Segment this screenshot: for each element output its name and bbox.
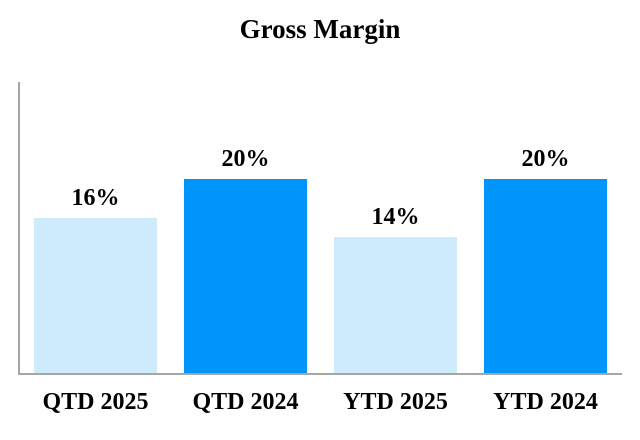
value-label-ytd-2025: 14% bbox=[371, 204, 420, 230]
x-axis-line bbox=[18, 373, 622, 375]
category-label-ytd-2025: YTD 2025 bbox=[343, 389, 448, 415]
bar-qtd-2024 bbox=[184, 179, 307, 373]
chart-title: Gross Margin bbox=[239, 14, 401, 44]
value-label-qtd-2025: 16% bbox=[71, 185, 120, 211]
y-axis-line bbox=[18, 82, 20, 375]
category-label-ytd-2024: YTD 2024 bbox=[493, 389, 598, 415]
category-label-qtd-2025: QTD 2025 bbox=[42, 389, 149, 415]
bar-qtd-2025 bbox=[34, 218, 157, 373]
category-label-qtd-2024: QTD 2024 bbox=[192, 389, 299, 415]
value-label-ytd-2024: 20% bbox=[521, 146, 570, 172]
bar-ytd-2025 bbox=[334, 237, 457, 373]
value-label-qtd-2024: 20% bbox=[221, 146, 270, 172]
bar-ytd-2024 bbox=[484, 179, 607, 373]
